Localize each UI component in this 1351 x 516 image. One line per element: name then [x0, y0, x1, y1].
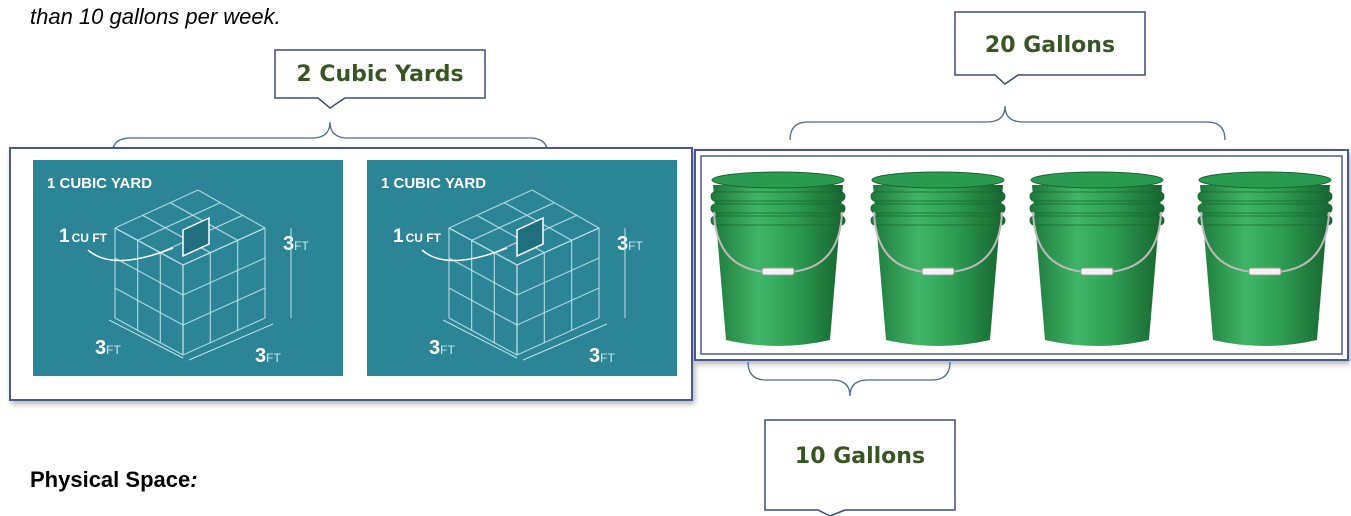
bucket-rim — [1198, 204, 1332, 213]
bucket-rim — [871, 192, 1005, 201]
dim-unit: FT — [440, 343, 455, 357]
bucket-top — [712, 172, 844, 188]
bucket — [1030, 172, 1164, 346]
intro-text: than 10 gallons per week. — [30, 4, 281, 29]
dim-unit: FT — [600, 351, 615, 365]
dim-unit: FT — [628, 239, 643, 253]
bucket-rim — [711, 204, 845, 213]
dim-number: 3 — [589, 345, 600, 367]
dim-unit: FT — [266, 351, 281, 365]
dim-number: 3 — [95, 337, 106, 359]
handle-grip — [762, 268, 794, 275]
bucket-rim — [1198, 216, 1332, 225]
dim-unit: FT — [106, 343, 121, 357]
unit-text: CU FT — [72, 231, 108, 245]
handle-grip — [1081, 268, 1113, 275]
page: than 10 gallons per week. 2 Cubic Yards … — [0, 0, 1351, 516]
handle-grip — [922, 268, 954, 275]
panel-title: 1 CUBIC YARD — [47, 175, 152, 192]
handle-grip — [1249, 268, 1281, 275]
bucket — [871, 172, 1005, 346]
dim-number: 3 — [429, 337, 440, 359]
bucket-rim — [1198, 192, 1332, 201]
callout-label: 10 Gallons — [795, 444, 925, 469]
heading-suffix: : — [190, 467, 197, 492]
dim-number: 3 — [255, 345, 266, 367]
cube-panel: 1 CUBIC YARD1CU FT3FT3FT3FT — [367, 160, 677, 376]
heading-text: Physical Space — [30, 467, 190, 492]
callout-label: 20 Gallons — [985, 33, 1115, 58]
dim-number: 3 — [283, 233, 294, 255]
bucket-rim — [1030, 216, 1164, 225]
bucket — [711, 172, 845, 346]
unit-number: 1 — [393, 226, 404, 247]
bucket-top — [1199, 172, 1331, 188]
brace — [748, 362, 950, 396]
panel-bg — [367, 160, 677, 376]
brace — [790, 106, 1225, 140]
unit-number: 1 — [59, 226, 70, 247]
bucket — [1198, 172, 1332, 346]
panel-bg — [33, 160, 343, 376]
bucket-top — [1031, 172, 1163, 188]
bucket-rim — [1030, 204, 1164, 213]
bucket-top — [872, 172, 1004, 188]
unit-text: CU FT — [406, 231, 442, 245]
section-heading: Physical Space: — [30, 467, 198, 492]
dim-number: 3 — [617, 233, 628, 255]
bucket-rim — [871, 204, 1005, 213]
dim-unit: FT — [294, 239, 309, 253]
bucket-rim — [1030, 192, 1164, 201]
bucket-rim — [711, 216, 845, 225]
bucket-rim — [871, 216, 1005, 225]
callout-label: 2 Cubic Yards — [296, 62, 463, 87]
panel-title: 1 CUBIC YARD — [381, 175, 486, 192]
bucket-rim — [711, 192, 845, 201]
